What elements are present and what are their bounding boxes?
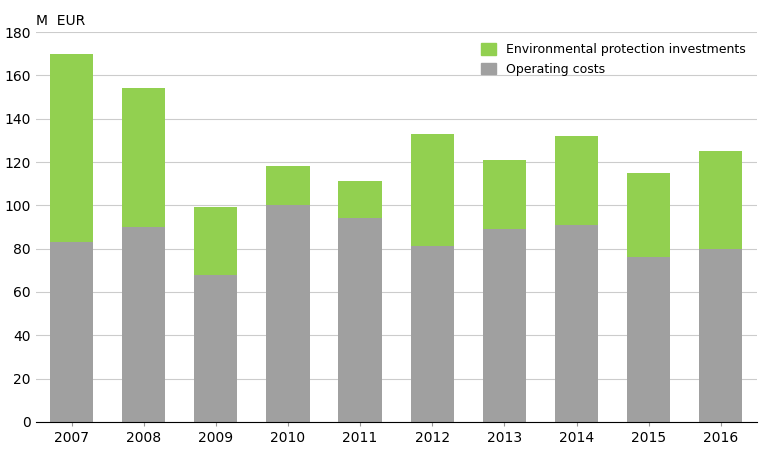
Legend: Environmental protection investments, Operating costs: Environmental protection investments, Op…	[476, 38, 750, 81]
Bar	[555, 136, 598, 225]
Bar	[339, 218, 382, 422]
Bar	[50, 242, 94, 422]
Bar	[194, 275, 237, 422]
Bar	[266, 166, 310, 205]
Bar	[411, 247, 454, 422]
Bar	[411, 134, 454, 247]
Bar	[194, 207, 237, 275]
Bar	[482, 229, 526, 422]
Bar	[699, 151, 743, 249]
Bar	[699, 249, 743, 422]
Bar	[627, 257, 670, 422]
Bar	[555, 225, 598, 422]
Bar	[122, 227, 165, 422]
Bar	[627, 173, 670, 257]
Bar	[266, 205, 310, 422]
Bar	[50, 54, 94, 242]
Bar	[339, 181, 382, 218]
Bar	[122, 88, 165, 227]
Bar	[482, 160, 526, 229]
Text: M  EUR: M EUR	[36, 13, 84, 28]
